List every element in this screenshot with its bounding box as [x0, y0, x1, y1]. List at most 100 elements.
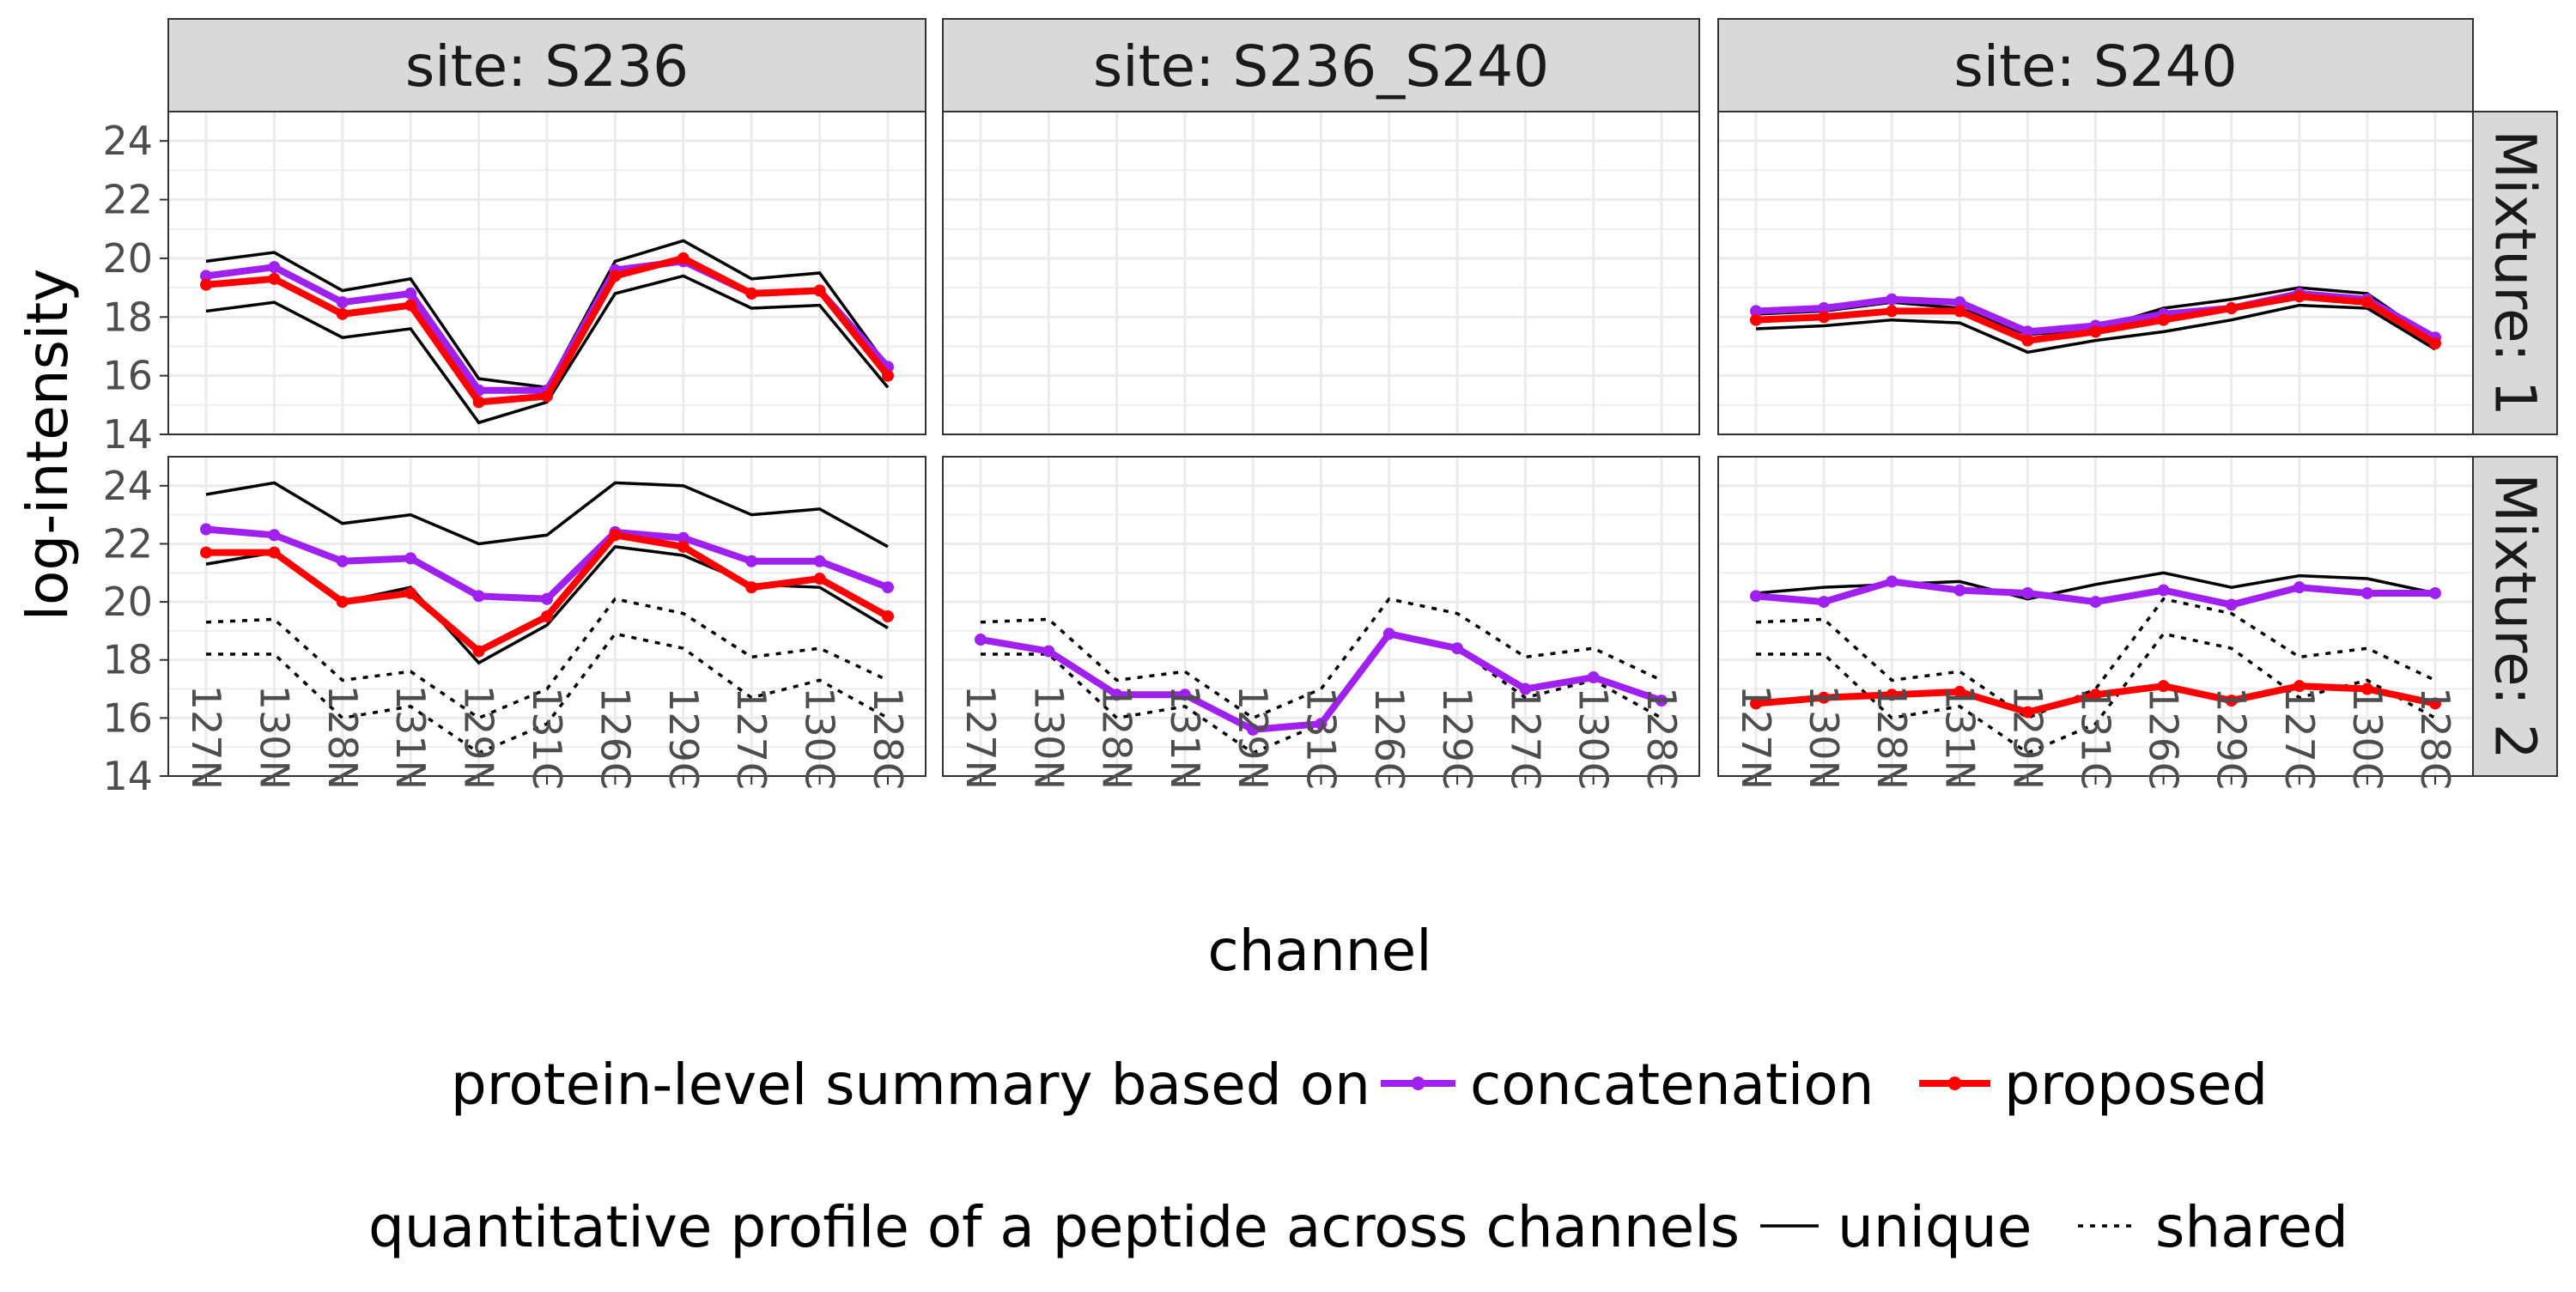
- row-strip-0: [2472, 111, 2558, 435]
- summary-point-concatenation: [1953, 296, 1966, 309]
- x-tick-label: 127C: [728, 687, 775, 790]
- summary-point-concatenation: [2021, 586, 2034, 599]
- panel-0-2: [1717, 111, 2474, 436]
- panel-0-0: [167, 111, 927, 436]
- summary-point-concatenation: [268, 261, 281, 274]
- x-tick-label: 128N: [1868, 685, 1915, 790]
- summary-point-concatenation: [1750, 305, 1762, 318]
- summary-point-proposed: [1818, 691, 1831, 704]
- summary-point-concatenation: [1886, 575, 1899, 588]
- summary-point-concatenation: [1750, 590, 1762, 603]
- summary-point-concatenation: [472, 590, 485, 603]
- x-tick-label: 129C: [2208, 687, 2255, 790]
- row-strip-label: Mixture: 1: [2482, 130, 2549, 416]
- summary-point-concatenation: [745, 555, 758, 567]
- summary-point-concatenation: [1451, 642, 1464, 655]
- facet-strip-0: [167, 18, 927, 112]
- x-tick-label: 129C: [1434, 687, 1480, 790]
- summary-point-proposed: [404, 586, 417, 599]
- summary-point-proposed: [1750, 697, 1762, 710]
- x-tick-label: 130N: [1025, 685, 1072, 790]
- summary-point-concatenation: [541, 592, 553, 605]
- summary-point-concatenation: [813, 555, 826, 567]
- summary-point-proposed: [200, 546, 212, 559]
- summary-point-proposed: [1750, 313, 1762, 326]
- summary-point-proposed: [541, 390, 553, 403]
- x-tick-label: 127N: [1733, 685, 1779, 790]
- summary-point-concatenation: [268, 529, 281, 542]
- x-tick-label: 129N: [1230, 685, 1276, 790]
- summary-point-concatenation: [1818, 302, 1831, 315]
- summary-point-proposed: [2429, 337, 2441, 350]
- summary-point-concatenation: [1178, 688, 1191, 701]
- x-tick-label: 131N: [387, 685, 434, 790]
- summary-point-proposed: [2021, 706, 2034, 719]
- summary-point-proposed: [745, 581, 758, 594]
- summary-point-concatenation: [1519, 682, 1532, 695]
- summary-point-concatenation: [1886, 293, 1899, 306]
- summary-point-proposed: [882, 610, 894, 622]
- summary-point-concatenation: [1042, 645, 1055, 658]
- x-tick-label: 127N: [183, 685, 229, 790]
- summary-point-concatenation: [2089, 596, 2102, 609]
- x-tick-label: 127N: [957, 685, 1004, 790]
- facet-strip-2: [1717, 18, 2474, 112]
- legend-profile-title: quantitative profile of a peptide across…: [368, 1194, 1740, 1260]
- y-tick-label: 20: [102, 579, 153, 625]
- summary-point-concatenation: [200, 270, 212, 282]
- summary-point-proposed: [677, 540, 690, 553]
- y-tick-label: 20: [102, 235, 153, 282]
- summary-point-concatenation: [2429, 586, 2441, 599]
- panel-border: [167, 111, 927, 435]
- x-tick-label: 131C: [1298, 687, 1345, 790]
- summary-point-proposed: [2225, 302, 2238, 315]
- y-tick-label: 14: [102, 753, 153, 799]
- x-tick-label: 129N: [456, 685, 502, 790]
- summary-point-proposed: [1953, 685, 1966, 698]
- peptide-line-shared: [1756, 632, 2436, 755]
- summary-point-proposed: [677, 252, 690, 264]
- summary-point-proposed: [2157, 680, 2170, 693]
- row-strip-1: [2472, 456, 2558, 777]
- summary-point-concatenation: [336, 555, 349, 567]
- summary-point-proposed: [200, 278, 212, 291]
- summary-point-proposed: [2089, 688, 2102, 701]
- summary-point-proposed: [541, 610, 553, 622]
- peptide-line-unique: [1755, 303, 2436, 355]
- summary-point-proposed: [2089, 325, 2102, 338]
- summary-point-concatenation: [1247, 723, 1260, 736]
- summary-point-proposed: [882, 369, 894, 382]
- summary-point-concatenation: [336, 296, 349, 309]
- summary-point-proposed: [2429, 697, 2441, 710]
- y-tick-label: 16: [102, 695, 153, 741]
- x-tick-label: 128N: [319, 685, 366, 790]
- facet-strip-label: site: S240: [1953, 33, 2237, 100]
- x-tick-label: 130C: [2344, 687, 2391, 790]
- x-tick-label: 130C: [1571, 687, 1617, 790]
- facet-strip-1: [942, 18, 1700, 112]
- summary-point-concatenation: [1818, 596, 1831, 609]
- y-tick-label: 18: [102, 294, 153, 340]
- peptide-line-shared: [205, 597, 889, 720]
- x-tick-label: 127C: [2276, 687, 2323, 790]
- x-tick-label: 126C: [592, 687, 638, 790]
- y-tick-label: 22: [102, 520, 153, 567]
- peptide-line-unique: [205, 481, 889, 549]
- x-tick-label: 128N: [1094, 685, 1140, 790]
- summary-point-concatenation: [2157, 584, 2170, 597]
- summary-point-proposed: [2360, 296, 2373, 309]
- summary-point-proposed: [2360, 682, 2373, 695]
- summary-point-concatenation: [2021, 325, 2034, 338]
- x-tick-label: 126C: [2141, 687, 2187, 790]
- x-tick-label: 130N: [251, 685, 297, 790]
- legend-label-concatenation: concatenation: [1470, 1052, 1874, 1118]
- summary-point-proposed: [1886, 688, 1899, 701]
- y-tick-label: 16: [102, 353, 153, 399]
- summary-point-proposed: [813, 284, 826, 297]
- legend-key-point-concatenation: [1411, 1077, 1425, 1090]
- x-tick-label: 131C: [2073, 687, 2119, 790]
- summary-point-concatenation: [1656, 695, 1668, 707]
- summary-point-proposed: [813, 573, 826, 585]
- y-axis-title: log-intensity: [15, 269, 81, 622]
